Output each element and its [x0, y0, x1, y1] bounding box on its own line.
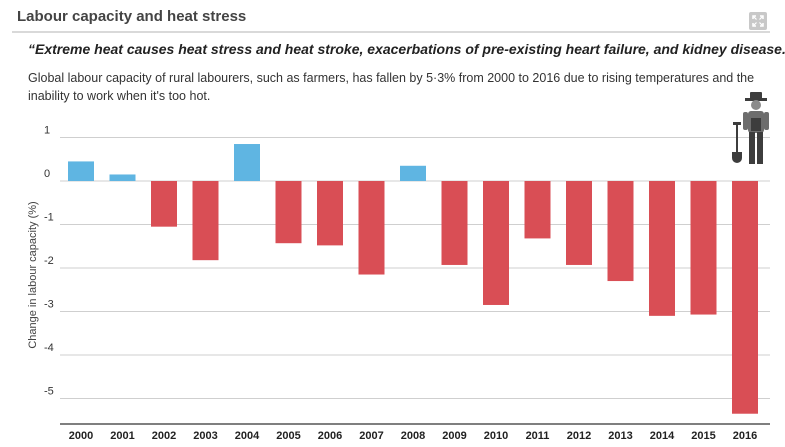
bar-2009 — [441, 181, 468, 265]
bar-2001 — [109, 174, 136, 181]
bar-2006 — [317, 181, 343, 246]
x-tick-label: 2001 — [110, 430, 134, 442]
bar-2002 — [151, 181, 177, 227]
bar-2005 — [275, 181, 302, 244]
bar-2003 — [192, 181, 219, 261]
expand-button[interactable] — [749, 12, 767, 30]
bar-2008 — [400, 165, 426, 181]
x-tick-label: 2004 — [235, 430, 260, 442]
bar-2013 — [607, 181, 634, 282]
bar-2010 — [483, 181, 509, 305]
y-axis-title: Change in labour capacity (%) — [27, 201, 39, 348]
header-divider — [12, 31, 770, 33]
x-tick-label: 2012 — [567, 430, 591, 442]
x-tick-label: 2008 — [401, 430, 425, 442]
x-tick-label: 2011 — [526, 430, 550, 442]
y-tick-label: -2 — [44, 255, 54, 267]
quote-text: “Extreme heat causes heat stress and hea… — [28, 41, 785, 57]
x-tick-label: 2015 — [691, 430, 715, 442]
x-tick-label: 2000 — [69, 430, 93, 442]
y-tick-label: 1 — [44, 125, 50, 137]
y-tick-label: -1 — [44, 212, 54, 224]
bar-2011 — [524, 181, 551, 239]
y-tick-label: -5 — [44, 386, 54, 398]
bar-2012 — [566, 181, 592, 265]
x-tick-labels: 2000 2001 2002 2003 2004 2005 2006 2007 2008 2009… — [69, 430, 757, 442]
x-tick-label: 2013 — [608, 430, 632, 442]
y-tick-labels: 1 0 -1 -2 -3 -4 -5 — [44, 125, 54, 398]
chart-header: Labour capacity and heat stress — [0, 0, 785, 34]
expand-icon — [752, 15, 764, 27]
x-tick-label: 2006 — [318, 430, 342, 442]
description-text: Global labour capacity of rural labourer… — [28, 71, 755, 103]
bar-2016 — [732, 181, 758, 414]
bar-2000 — [68, 161, 94, 181]
chart-title: Labour capacity and heat stress — [17, 8, 247, 25]
x-tick-label: 2014 — [650, 430, 675, 442]
bar-2004 — [234, 144, 260, 181]
x-tick-label: 2005 — [276, 430, 300, 442]
bar-2007 — [358, 181, 385, 275]
x-tick-label: 2010 — [484, 430, 508, 442]
x-tick-label: 2009 — [442, 430, 466, 442]
x-tick-label: 2016 — [733, 430, 757, 442]
x-tick-label: 2003 — [193, 430, 217, 442]
y-tick-label: 0 — [44, 168, 50, 180]
y-tick-label: -3 — [44, 299, 54, 311]
x-tick-label: 2002 — [152, 430, 176, 442]
x-tick-label: 2007 — [359, 430, 383, 442]
y-tick-label: -4 — [44, 342, 54, 354]
bar-2014 — [649, 181, 675, 316]
bar-2015 — [690, 181, 717, 315]
bars — [68, 144, 758, 414]
farmer-with-shovel-icon — [732, 92, 769, 164]
